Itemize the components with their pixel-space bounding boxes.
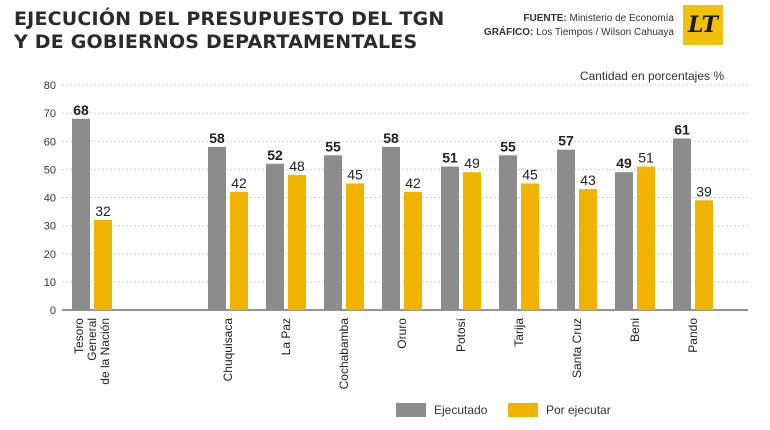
legend-swatch-por-ejecutar (508, 403, 538, 417)
bar-por-ejecutar (404, 191, 422, 310)
data-label: 51 (442, 150, 458, 166)
data-label: 68 (73, 102, 89, 118)
bar-ejecutado (324, 155, 342, 310)
x-category-label: Potosí (454, 317, 468, 352)
bar-por-ejecutar (521, 183, 539, 310)
x-category-label: de la Nación (98, 318, 112, 385)
source-credits: FUENTE: Ministerio de Economía GRÁFICO: … (484, 12, 674, 40)
bar-por-ejecutar (230, 191, 248, 310)
data-label: 42 (405, 175, 421, 191)
legend-item-por-ejecutar: Por ejecutar (508, 403, 611, 417)
los-tiempos-logo: LT (683, 5, 723, 45)
data-label: 48 (289, 158, 305, 174)
data-label: 49 (464, 155, 480, 171)
logo-text: LT (687, 12, 719, 38)
data-label: 58 (209, 130, 225, 146)
y-tick-label: 50 (44, 164, 56, 176)
x-category-label: Santa Cruz (570, 318, 584, 378)
legend-label-ejecutado: Ejecutado (434, 403, 488, 417)
bar-ejecutado (673, 138, 691, 310)
title-line-1: EJECUCIÓN DEL PRESUPUESTO DEL TGN (14, 8, 445, 30)
bar-por-ejecutar (695, 200, 713, 310)
data-label: 49 (616, 155, 632, 171)
data-label: 58 (383, 130, 399, 146)
x-category-label: Tesoro (72, 318, 86, 354)
bar-por-ejecutar (463, 172, 481, 310)
data-label: 61 (674, 121, 690, 137)
chart-title: EJECUCIÓN DEL PRESUPUESTO DEL TGN Y DE G… (14, 8, 444, 54)
data-label: 51 (638, 150, 654, 166)
x-category-label: Pando (686, 318, 700, 353)
bar-por-ejecutar (346, 183, 364, 310)
x-category-label: Chuquisaca (221, 318, 235, 382)
bar-por-ejecutar (288, 175, 306, 310)
bar-por-ejecutar (94, 220, 112, 310)
grafico-value: Los Tiempos / Wilson Cahuaya (536, 27, 674, 38)
x-category-label: Tarija (512, 318, 526, 347)
bar-por-ejecutar (579, 189, 597, 310)
data-label: 57 (558, 133, 574, 149)
data-label: 45 (522, 166, 538, 182)
x-category-label: La Paz (279, 318, 293, 355)
bar-ejecutado (441, 166, 459, 310)
unit-label: Cantidad en porcentajes % (579, 69, 724, 83)
x-category-label: Beni (628, 318, 642, 342)
x-category-label: Cochabamba (337, 318, 351, 390)
data-label: 55 (500, 138, 516, 154)
legend-swatch-ejecutado (396, 403, 426, 417)
fuente-label: FUENTE: (523, 13, 567, 24)
y-tick-label: 10 (44, 277, 56, 289)
fuente-value: Ministerio de Economía (569, 13, 675, 24)
y-tick-label: 30 (44, 221, 56, 233)
bar-ejecutado (557, 149, 575, 310)
y-tick-label: 60 (44, 136, 56, 148)
data-label: 32 (95, 203, 111, 219)
data-label: 43 (580, 172, 596, 188)
bar-ejecutado (499, 155, 517, 310)
y-tick-label: 0 (50, 305, 56, 317)
y-tick-label: 80 (44, 80, 56, 92)
legend-label-por-ejecutar: Por ejecutar (546, 403, 611, 417)
data-label: 52 (267, 147, 283, 163)
bar-ejecutado (72, 118, 90, 310)
data-label: 55 (325, 138, 341, 154)
x-category-label: Oruro (395, 318, 409, 349)
grafico-line: GRÁFICO: Los Tiempos / Wilson Cahuaya (484, 26, 674, 40)
title-line-2: Y DE GOBIERNOS DEPARTAMENTALES (14, 31, 418, 53)
y-tick-label: 20 (44, 249, 56, 261)
data-label: 45 (347, 166, 363, 182)
bar-ejecutado (208, 146, 226, 310)
data-label: 42 (231, 175, 247, 191)
bar-por-ejecutar (637, 166, 655, 310)
y-tick-label: 40 (44, 193, 56, 205)
legend-item-ejecutado: Ejecutado (396, 403, 487, 417)
bar-ejecutado (615, 172, 633, 310)
grafico-label: GRÁFICO: (483, 27, 534, 38)
x-category-label: General (85, 318, 99, 361)
bar-ejecutado (266, 163, 284, 310)
data-label: 39 (696, 183, 712, 199)
y-tick-label: 70 (44, 108, 56, 120)
fuente-line: FUENTE: Ministerio de Economía (484, 12, 674, 26)
bar-ejecutado (382, 146, 400, 310)
